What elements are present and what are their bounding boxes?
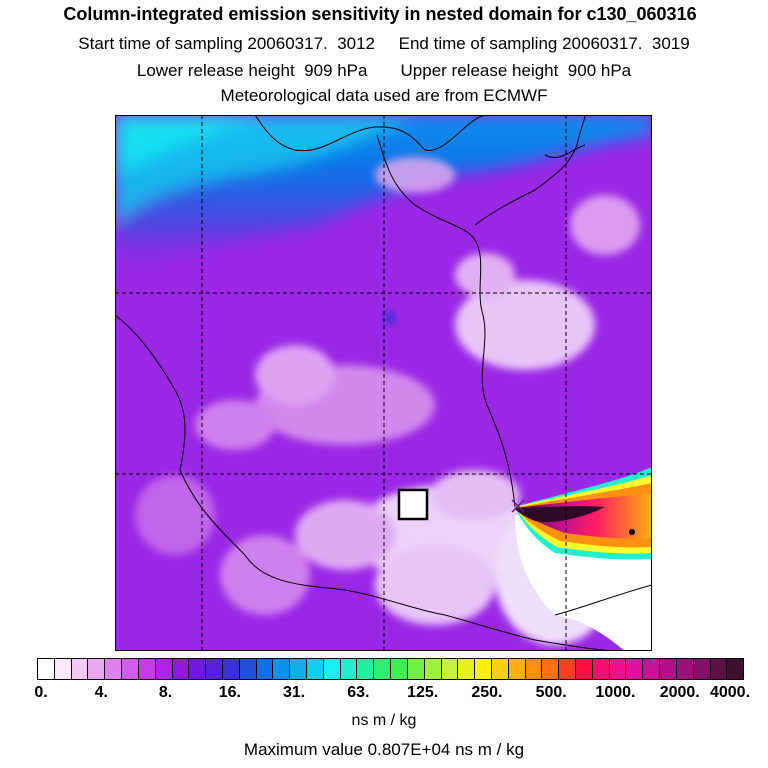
color-scale-segment (727, 659, 744, 679)
met-data-line: Meteorological data used are from ECMWF (220, 86, 548, 105)
color-scale-segment (609, 659, 627, 679)
local-minimum-spot (384, 311, 396, 325)
units-label: ns m / kg (351, 712, 417, 729)
color-scale-segment (441, 659, 459, 679)
color-scale-tick-label: 63. (347, 684, 370, 701)
color-scale-segment (206, 659, 223, 679)
sampling-time-line: Start time of sampling 20060317. 3012 En… (78, 34, 690, 53)
color-scale-segment (88, 659, 106, 679)
color-scale-tick-label: 2000. (659, 684, 700, 701)
color-scale-segment (475, 659, 492, 679)
color-scale-segment (576, 659, 593, 679)
color-scale-segment (693, 659, 711, 679)
color-scale-tick-label: 500. (535, 684, 567, 701)
color-scale-tick-label: 4000. (709, 684, 751, 701)
color-scale-segment (323, 659, 341, 679)
max-value-label: Maximum value 0.807E+04 ns m / kg (243, 740, 525, 759)
color-scale-segment (508, 659, 526, 679)
color-scale-segment (340, 659, 358, 679)
color-scale-tick-label: 4. (94, 684, 108, 701)
color-scale-tick-label: 31. (282, 684, 306, 701)
low-sensitivity-band (115, 115, 652, 280)
color-scale-segment (172, 659, 190, 679)
map-frame (115, 115, 652, 651)
color-scale-tick-label: 250. (471, 684, 503, 701)
color-scale-segment (407, 659, 425, 679)
color-scale-tick-label: 0. (34, 684, 48, 701)
color-scale-segment (307, 659, 324, 679)
receptor-box (397, 488, 429, 521)
color-scale-tick-label: 125. (407, 684, 439, 701)
color-scale-segment (491, 659, 509, 679)
graticule (115, 115, 652, 651)
color-scale-segment (290, 659, 307, 679)
color-scale-segment (559, 659, 576, 679)
color-scale-segment (54, 659, 72, 679)
color-scale-segment (525, 659, 543, 679)
color-scale-segment (626, 659, 644, 679)
color-scale-segment (357, 659, 375, 679)
color-scale-segment (105, 659, 123, 679)
color-scale-segment (391, 659, 408, 679)
color-scale-segment (273, 659, 291, 679)
color-scale-segment (710, 659, 728, 679)
color-scale-tick-label: 8. (158, 684, 173, 701)
color-scale-segment (676, 659, 694, 679)
color-scale-segment (592, 659, 610, 679)
coastlines (115, 115, 652, 651)
color-scale-segment (189, 659, 207, 679)
color-scale-segment (643, 659, 661, 679)
color-scale-bar (37, 658, 744, 680)
point-marker (629, 529, 635, 535)
color-scale-segment (122, 659, 139, 679)
map-canvas (115, 115, 652, 651)
color-scale-tick-label: 1000. (595, 684, 636, 701)
sensitivity-map (115, 115, 652, 651)
release-x-marker (511, 499, 525, 513)
emission-plume (515, 467, 652, 560)
color-scale-segment (256, 659, 274, 679)
color-scale-segment (424, 659, 442, 679)
map-title: Column-integrated emission sensitivity i… (63, 4, 697, 24)
color-scale-segment (660, 659, 677, 679)
light-patches (135, 157, 640, 645)
color-scale-segment (458, 659, 476, 679)
release-height-line: Lower release height 909 hPa Upper relea… (136, 61, 632, 80)
color-scale-segment (138, 659, 156, 679)
color-scale-segment (222, 659, 240, 679)
color-scale-segment (542, 659, 560, 679)
color-scale-segment (155, 659, 173, 679)
color-scale-segment (38, 659, 55, 679)
color-scale-segment (71, 659, 89, 679)
color-scale-segment (374, 659, 392, 679)
color-scale-tick-label: 16. (218, 684, 241, 701)
color-scale-segment (239, 659, 257, 679)
